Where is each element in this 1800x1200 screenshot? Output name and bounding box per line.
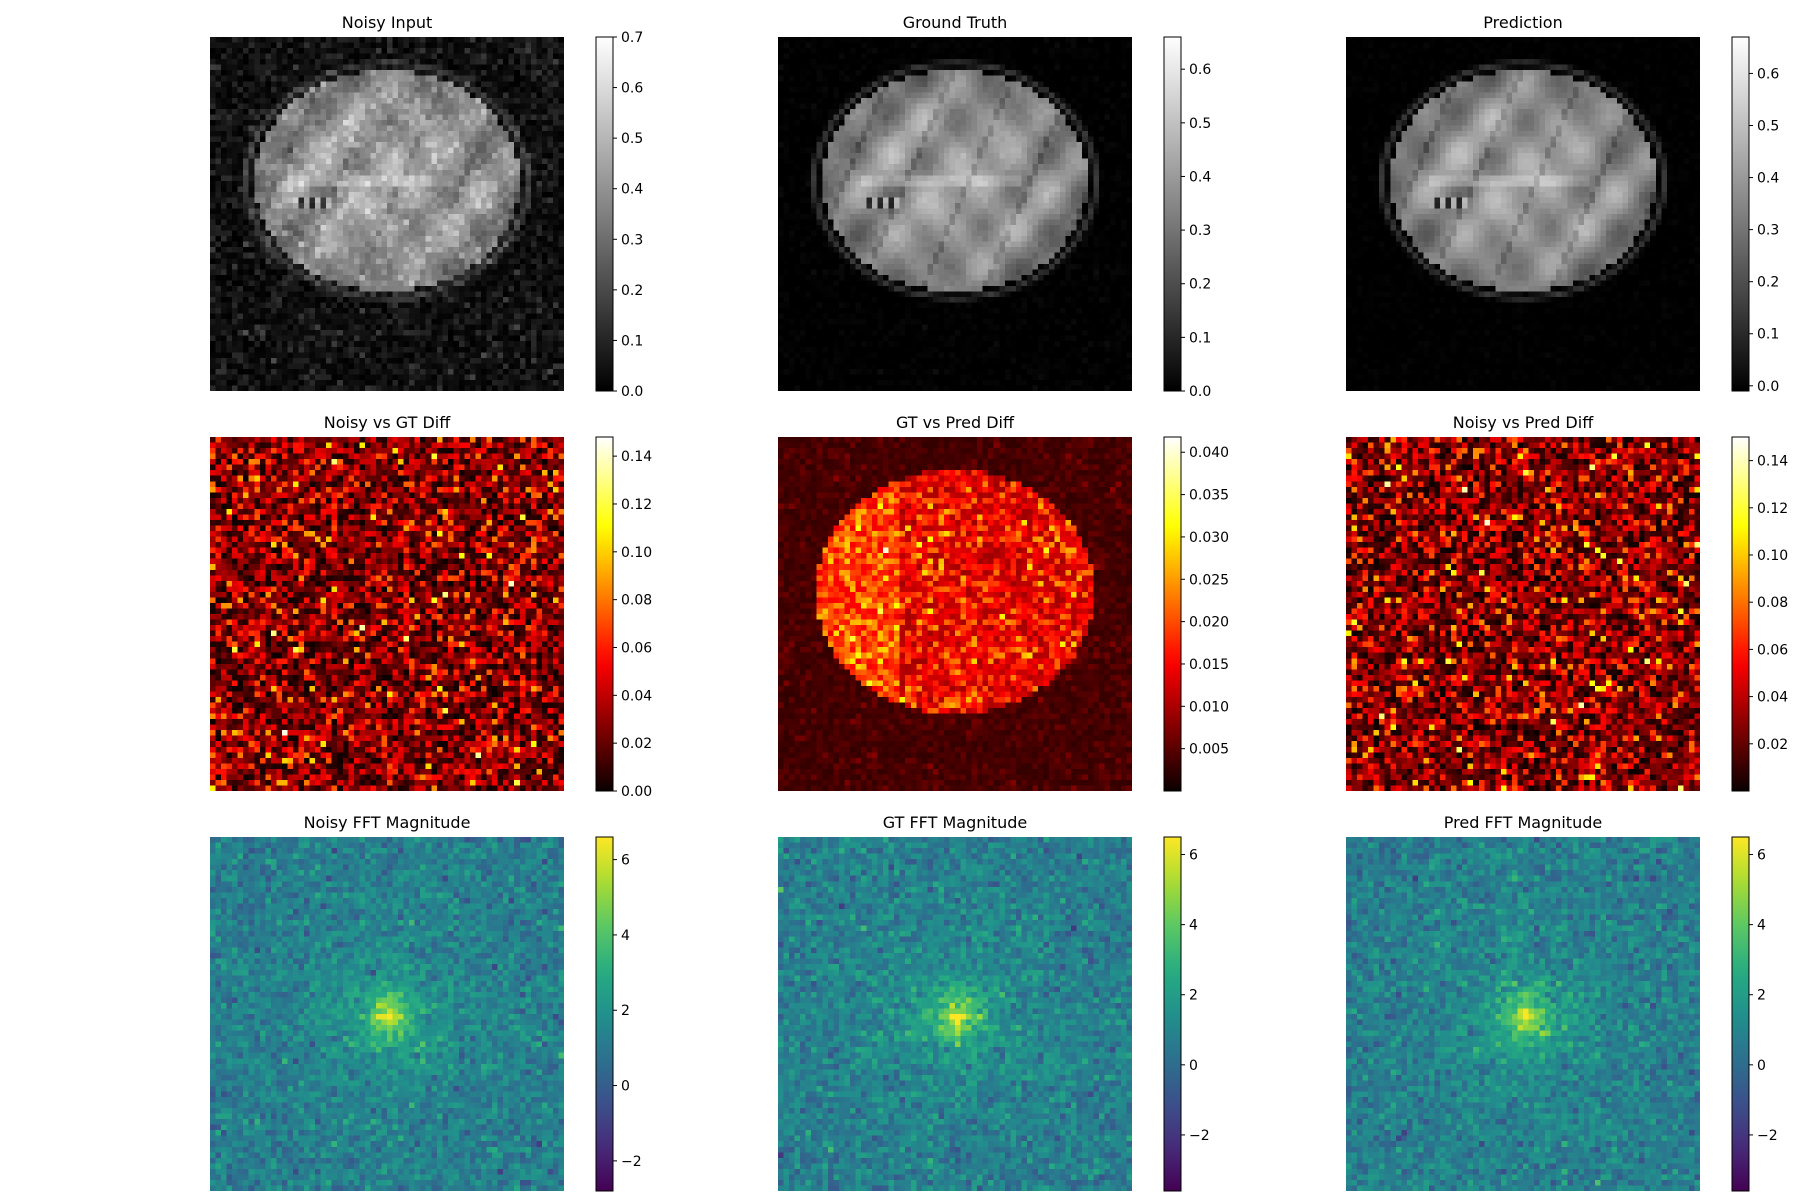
colorbar-tick-label: 0.12 [1757,501,1788,517]
colorbar-tick-label: 0.0 [1757,379,1779,395]
panel-8: GT FFT Magnitude −2 0 2 4 6 [778,813,1210,1192]
panel-title: GT FFT Magnitude [883,813,1027,832]
colorbar [595,836,614,1192]
colorbar-tick-label: 0.0 [621,384,643,400]
colorbar-tick-label: 0.02 [621,736,652,752]
panel-title: GT vs Pred Diff [896,413,1015,432]
panel-title: Noisy vs Pred Diff [1453,413,1594,432]
colorbar-tick-label: 2 [1757,988,1766,1004]
colorbar [1163,36,1182,392]
colorbar-tick-label: 2 [621,1003,630,1019]
colorbar-tick-label: 0.5 [621,131,643,147]
panel-title: Noisy vs GT Diff [324,413,451,432]
colorbar-tick-label: 0.1 [1757,327,1779,343]
panel-3: Prediction 0.0 0.1 0.2 0.3 0.4 0.5 0.6 [1346,13,1779,395]
colorbar-tick-label: 4 [1757,918,1766,934]
colorbar-tick-label: 0.010 [1189,699,1229,715]
colorbar-tick-label: 2 [1189,988,1198,1004]
colorbar-tick-label: 0 [621,1079,630,1095]
panel-title: Prediction [1483,13,1562,32]
colorbar-tick-label: 0.1 [1189,330,1211,346]
colorbar-tick-label: 0.3 [1189,223,1211,239]
colorbar-tick-label: 0.10 [621,545,652,561]
colorbar-tick-label: 0.025 [1189,572,1229,588]
panel-7: Noisy FFT Magnitude −2 0 2 4 6 [210,813,642,1192]
heatmap-image [778,837,1132,1191]
panel-5: GT vs Pred Diff 0.005 0.010 0.015 0.020 0.025… [778,413,1229,792]
heatmap-image [210,837,564,1191]
colorbar-tick-label: 0.10 [1757,548,1788,564]
colorbar-tick-label: 0.6 [621,81,643,97]
heatmap-image [778,437,1132,791]
colorbar [1163,836,1182,1192]
colorbar-tick-label: 0 [1757,1058,1766,1074]
colorbar-tick-label: 0.08 [1757,595,1788,611]
heatmap-image [1346,837,1700,1191]
colorbar-tick-label: 0.4 [1189,169,1211,185]
heatmap-image [1346,37,1700,391]
colorbar-tick-label: 0.14 [621,449,652,465]
colorbar-tick-label: 0.12 [621,497,652,513]
colorbar-tick-label: 0.06 [1757,642,1788,658]
colorbar-tick-label: 0.040 [1189,445,1229,461]
colorbar-tick-label: 0.0 [1189,384,1211,400]
colorbar-tick-label: 0.3 [621,232,643,248]
colorbar [595,36,614,392]
colorbar-tick-label: 0.04 [621,688,652,704]
colorbar-tick-label: 0.7 [621,30,643,46]
colorbar [1731,36,1750,392]
colorbar-tick-label: 0.015 [1189,657,1229,673]
panel-6: Noisy vs Pred Diff 0.02 0.04 0.06 0.08 0.10 0.… [1346,413,1788,792]
colorbar-tick-label: 0.6 [1757,66,1779,82]
colorbar-tick-label: 0.5 [1189,116,1211,132]
colorbar-tick-label: 0.1 [621,333,643,349]
colorbar-tick-label: 4 [1189,918,1198,934]
panel-title: Ground Truth [903,13,1008,32]
colorbar-tick-label: 6 [1757,848,1766,864]
colorbar-tick-label: 0.4 [1757,171,1779,187]
colorbar [1731,436,1750,792]
panel-2: Ground Truth 0.0 0.1 0.2 0.3 0.4 0.5 0.6 [778,13,1211,400]
heatmap-image [210,437,564,791]
panel-title: Noisy FFT Magnitude [304,813,471,832]
colorbar-tick-label: 6 [621,853,630,869]
colorbar-tick-label: 0.035 [1189,488,1229,504]
colorbar-tick-label: 0.14 [1757,454,1788,470]
colorbar-tick-label: 0.08 [621,593,652,609]
colorbar-tick-label: 0.2 [1757,275,1779,291]
colorbar-tick-label: 0.6 [1189,62,1211,78]
heatmap-image [210,37,564,391]
colorbar-tick-label: 0.5 [1757,119,1779,135]
panel-title: Pred FFT Magnitude [1444,813,1602,832]
colorbar-tick-label: 0.2 [621,283,643,299]
colorbar-tick-label: 0.4 [621,182,643,198]
colorbar-tick-label: −2 [621,1154,642,1170]
colorbar-tick-label: 0.2 [1189,277,1211,293]
colorbar-tick-label: 0.005 [1189,742,1229,758]
panel-9: Pred FFT Magnitude −2 0 2 4 6 [1346,813,1778,1192]
panel-title: Noisy Input [342,13,433,32]
colorbar-tick-label: 0.02 [1757,737,1788,753]
colorbar-tick-label: 0.06 [621,640,652,656]
colorbar-tick-label: −2 [1757,1128,1778,1144]
colorbar-tick-label: 0.030 [1189,530,1229,546]
colorbar-tick-label: 0.00 [621,784,652,800]
colorbar-tick-label: 0.3 [1757,223,1779,239]
colorbar [595,436,614,792]
panel-1: Noisy Input 0.0 0.1 0.2 0.3 0.4 0.5 0.6 0.7 [210,13,643,400]
heatmap-image [778,37,1132,391]
colorbar-tick-label: 6 [1189,848,1198,864]
colorbar [1731,836,1750,1192]
colorbar-tick-label: 0.04 [1757,690,1788,706]
colorbar-tick-label: 0.020 [1189,615,1229,631]
colorbar-tick-label: 4 [621,928,630,944]
colorbar [1163,436,1182,792]
colorbar-tick-label: 0 [1189,1058,1198,1074]
panel-4: Noisy vs GT Diff 0.00 0.02 0.04 0.06 0.08 0.10… [210,413,652,800]
heatmap-image [1346,437,1700,791]
colorbar-tick-label: −2 [1189,1128,1210,1144]
